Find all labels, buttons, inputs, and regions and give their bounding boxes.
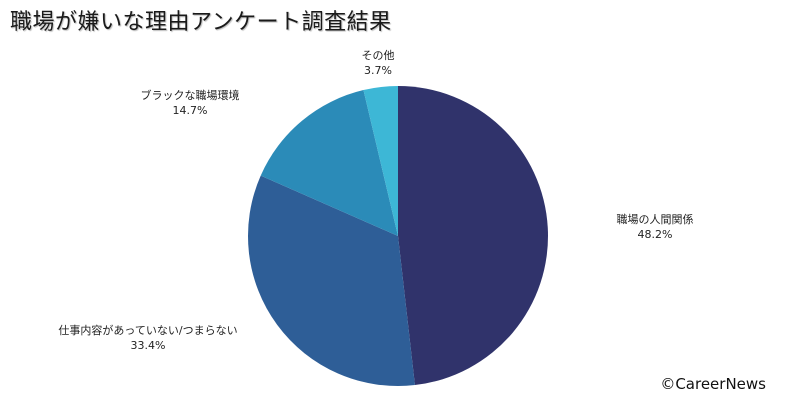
label-pct: 14.7% xyxy=(172,104,208,117)
pie-slice-0 xyxy=(398,86,549,386)
label-pct: 48.2% xyxy=(637,228,673,241)
label-work-content: 仕事内容があっていない/つまらない 33.4% xyxy=(58,323,237,353)
label-other: その他 3.7% xyxy=(362,48,395,78)
label-pct: 33.4% xyxy=(130,339,166,352)
label-human-relations: 職場の人間関係 48.2% xyxy=(617,212,694,242)
label-name: 職場の人間関係 xyxy=(616,213,694,226)
pie-slice-1 xyxy=(248,175,415,386)
label-pct: 3.7% xyxy=(364,64,392,77)
label-black-workplace: ブラックな職場環境 14.7% xyxy=(141,88,240,118)
chart-title: 職場が嫌いな理由アンケート調査結果 xyxy=(10,10,392,35)
pie-slice-2 xyxy=(260,90,398,237)
label-name: その他 xyxy=(361,49,395,62)
credit: ©CareerNews xyxy=(660,375,766,393)
pie-slice-3 xyxy=(363,86,398,236)
label-name: 仕事内容があっていない/つまらない xyxy=(58,324,238,337)
label-name: ブラックな職場環境 xyxy=(140,89,240,102)
